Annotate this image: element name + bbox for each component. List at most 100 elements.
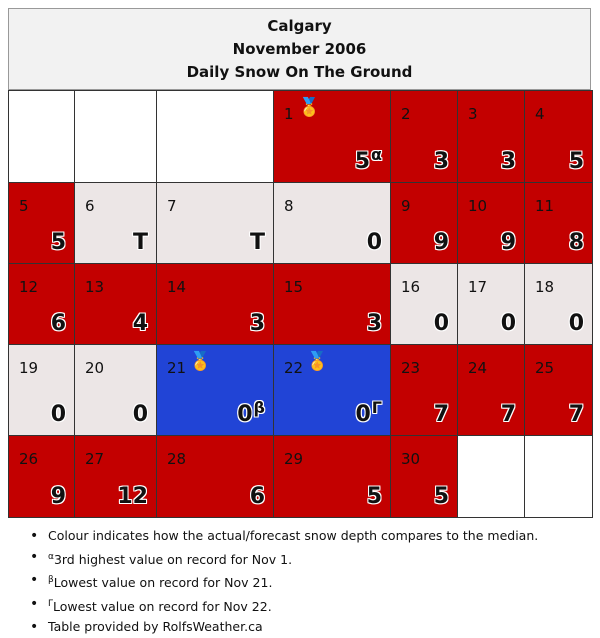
week-row: 19 0 20 0 21 🏅 0β 22 🏅 0Γ 23 7 24 7 25 7: [8, 344, 593, 436]
snow-depth-value: 0β: [237, 398, 265, 427]
day-cell: 16 0: [390, 263, 458, 345]
day-cell: 27 12: [74, 435, 157, 518]
footnote-text: Lowest value on record for Nov 22.: [53, 598, 272, 614]
snow-depth-number: T: [132, 230, 148, 255]
snow-depth-number: 6: [249, 484, 265, 509]
day-number: 4: [535, 105, 545, 123]
footnote-text: 3rd highest value on record for Nov 1.: [53, 551, 293, 567]
snow-depth-value: 12: [117, 484, 148, 509]
snow-depth-value: 8: [569, 230, 584, 255]
day-cell: 1 🏅 5α: [273, 90, 391, 183]
snow-depth-number: 0: [50, 402, 66, 427]
snow-depth-number: 4: [132, 311, 148, 336]
day-cell: 22 🏅 0Γ: [273, 344, 391, 436]
record-mark: β: [253, 398, 265, 417]
snow-depth-value: 5: [51, 230, 66, 255]
snow-depth-value: 6: [250, 484, 265, 509]
snow-depth-value: 6: [51, 311, 66, 336]
snow-depth-number: 7: [500, 402, 516, 427]
day-cell: 25 7: [524, 344, 593, 436]
snow-depth-value: 7: [434, 402, 449, 427]
snow-depth-number: 5: [366, 484, 382, 509]
day-number: 28: [167, 450, 187, 468]
day-number: 24: [468, 359, 488, 377]
snow-depth-number: 0: [568, 311, 584, 336]
day-cell: 19 0: [8, 344, 75, 436]
snow-depth-number: 5: [568, 149, 584, 174]
footnote-text: Table provided by RolfsWeather.ca: [48, 619, 263, 634]
day-number: 14: [167, 278, 187, 296]
snow-depth-value: T: [133, 230, 148, 255]
week-row: 26 9 27 12 28 6 29 5 30 5: [8, 435, 593, 518]
day-number: 15: [284, 278, 304, 296]
snow-depth-value: 7: [569, 402, 584, 427]
footnote-text: Lowest value on record for Nov 21.: [53, 575, 273, 590]
day-cell: 26 9: [8, 435, 75, 518]
snow-depth-value: 3: [501, 149, 516, 174]
day-number: 10: [468, 197, 488, 215]
empty-day-cell: [524, 435, 593, 518]
snow-depth-value: 0: [51, 402, 66, 427]
snow-depth-value: 0Γ: [355, 398, 382, 427]
empty-day-cell: [457, 435, 525, 518]
day-cell: 14 3: [156, 263, 274, 345]
snow-depth-number: 6: [50, 311, 66, 336]
footnote-credit: Table provided by RolfsWeather.ca: [30, 617, 538, 638]
empty-day-cell: [74, 90, 157, 183]
day-cell: 30 5: [390, 435, 458, 518]
snow-depth-value: 9: [434, 230, 449, 255]
snow-depth-number: 5: [433, 484, 449, 509]
day-number: 25: [535, 359, 555, 377]
calendar-header: Calgary November 2006 Daily Snow On The …: [8, 8, 591, 90]
day-number: 27: [85, 450, 105, 468]
day-number: 20: [85, 359, 105, 377]
snow-depth-number: 0: [433, 311, 449, 336]
day-number: 16: [401, 278, 421, 296]
snow-depth-number: 5: [50, 230, 66, 255]
snow-depth-value: 9: [501, 230, 516, 255]
day-number: 23: [401, 359, 421, 377]
day-number: 8: [284, 197, 294, 215]
city-title: Calgary: [267, 16, 332, 35]
snow-depth-number: 3: [366, 311, 382, 336]
record-mark: α: [371, 145, 382, 164]
snow-depth-value: 0: [133, 402, 148, 427]
footnote-colour: Colour indicates how the actual/forecast…: [30, 526, 538, 547]
day-cell: 12 6: [8, 263, 75, 345]
day-number: 29: [284, 450, 304, 468]
snow-depth-number: 9: [50, 484, 66, 509]
snow-depth-number: 0: [237, 402, 253, 427]
day-number: 22: [284, 359, 304, 377]
record-mark: Γ: [371, 398, 382, 417]
week-row: 1 🏅 5α 2 3 3 3 4 5: [8, 90, 593, 183]
medal-icon: 🏅: [298, 97, 321, 118]
snow-depth-value: 7: [501, 402, 516, 427]
snow-depth-number: T: [249, 230, 265, 255]
day-cell: 28 6: [156, 435, 274, 518]
snow-depth-value: 3: [367, 311, 382, 336]
medal-icon: 🏅: [189, 351, 212, 372]
footnote-alpha: α3rd highest value on record for Nov 1.: [30, 547, 538, 571]
snow-depth-number: 7: [433, 402, 449, 427]
day-number: 19: [19, 359, 39, 377]
day-number: 5: [19, 197, 29, 215]
snow-depth-number: 0: [355, 402, 371, 427]
day-number: 11: [535, 197, 555, 215]
snow-depth-value: 0: [501, 311, 516, 336]
day-number: 9: [401, 197, 411, 215]
footnote-beta: βLowest value on record for Nov 21.: [30, 570, 538, 594]
snow-depth-value: 5: [367, 484, 382, 509]
footnotes-list: Colour indicates how the actual/forecast…: [30, 526, 538, 638]
day-number: 3: [468, 105, 478, 123]
week-row: 5 5 6 T 7 T 8 0 9 9 10 9 11 8: [8, 182, 593, 264]
snow-depth-number: 0: [500, 311, 516, 336]
day-cell: 11 8: [524, 182, 593, 264]
day-number: 6: [85, 197, 95, 215]
snow-depth-number: 5: [354, 149, 370, 174]
day-number: 30: [401, 450, 421, 468]
